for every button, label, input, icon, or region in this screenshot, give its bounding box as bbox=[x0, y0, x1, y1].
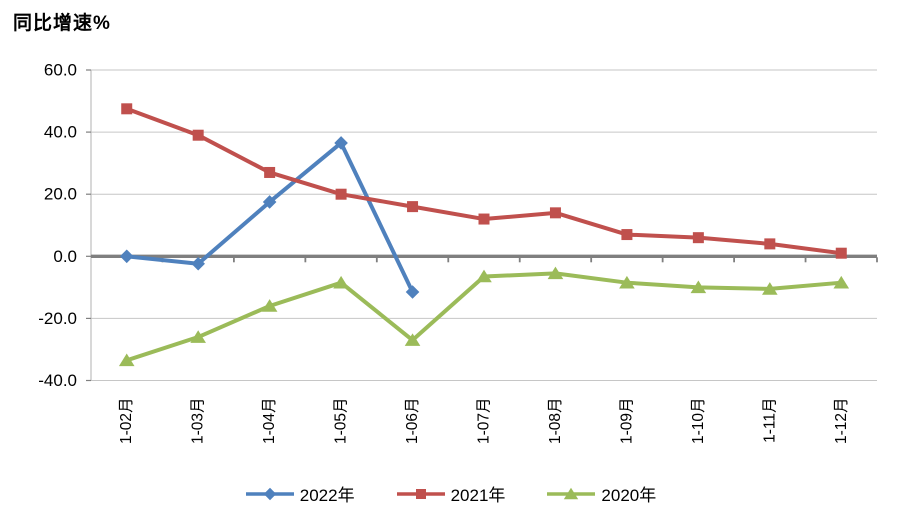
legend-item-2021: 2021年 bbox=[395, 481, 506, 506]
svg-text:1-04月: 1-04月 bbox=[261, 398, 278, 445]
legend-label-2020: 2020年 bbox=[601, 486, 657, 505]
svg-text:0.0: 0.0 bbox=[53, 247, 77, 266]
legend-label-2021: 2021年 bbox=[450, 486, 506, 505]
legend-item-2020: 2020年 bbox=[545, 481, 656, 506]
svg-text:40.0: 40.0 bbox=[44, 123, 77, 142]
svg-text:1-05月: 1-05月 bbox=[333, 398, 350, 445]
svg-text:1-03月: 1-03月 bbox=[190, 398, 207, 445]
svg-text:1-02月: 1-02月 bbox=[118, 398, 135, 445]
svg-text:-40.0: -40.0 bbox=[38, 371, 77, 390]
line-square-marker-icon bbox=[396, 488, 445, 499]
series-2021年 bbox=[121, 103, 847, 259]
svg-text:1-11月: 1-11月 bbox=[761, 398, 778, 443]
svg-text:1-10月: 1-10月 bbox=[690, 398, 707, 445]
legend-label-2022: 2022年 bbox=[299, 486, 355, 505]
chart-legend: 2022年 2021年 2020年 bbox=[0, 481, 900, 506]
svg-text:1-12月: 1-12月 bbox=[833, 398, 850, 445]
line-diamond-marker-icon bbox=[245, 487, 294, 500]
series-2020年 bbox=[118, 266, 850, 367]
svg-text:1-09月: 1-09月 bbox=[618, 398, 635, 445]
svg-text:1-08月: 1-08月 bbox=[547, 398, 564, 445]
line-triangle-marker-icon bbox=[547, 487, 596, 499]
y-tick-labels: 60.0 40.0 20.0 0.0 -20.0 -40.0 bbox=[38, 61, 77, 391]
series-2022年 bbox=[119, 136, 420, 299]
x-axis bbox=[91, 254, 878, 263]
legend-item-2022: 2022年 bbox=[244, 481, 355, 506]
svg-text:60.0: 60.0 bbox=[44, 61, 77, 80]
y-axis bbox=[86, 69, 92, 382]
chart-title: 同比增速% bbox=[13, 13, 111, 34]
gridlines bbox=[91, 69, 877, 381]
svg-text:-20.0: -20.0 bbox=[38, 309, 77, 328]
x-tick-labels: 1-02月 1-03月 1-04月 1-05月 1-06月 1-07月 1-08月 1-09月… bbox=[118, 398, 850, 445]
svg-text:1-06月: 1-06月 bbox=[404, 398, 421, 445]
svg-text:1-07月: 1-07月 bbox=[476, 398, 493, 445]
svg-text:20.0: 20.0 bbox=[44, 185, 77, 204]
